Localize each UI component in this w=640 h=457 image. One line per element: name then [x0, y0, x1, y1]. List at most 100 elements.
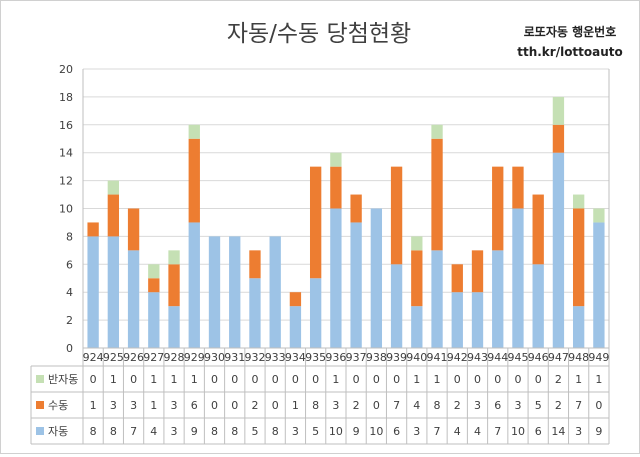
data-label: 9	[353, 425, 360, 438]
x-tick-label: 949	[588, 351, 609, 364]
data-label: 0	[535, 373, 542, 386]
bar-segment-auto	[309, 278, 322, 348]
y-tick-label: 16	[59, 119, 73, 132]
y-tick-label: 0	[66, 342, 73, 355]
data-label: 3	[575, 425, 582, 438]
bar-segment-semi	[593, 208, 605, 223]
bar-segment-auto	[107, 236, 120, 348]
data-label: 8	[434, 399, 441, 412]
x-tick-label: 940	[406, 351, 427, 364]
x-tick-label: 948	[568, 351, 589, 364]
y-tick-label: 6	[66, 258, 73, 271]
bar-segment-manual	[188, 138, 200, 223]
data-label: 8	[90, 425, 97, 438]
y-tick-label: 2	[66, 314, 73, 327]
bar-segment-auto	[208, 236, 221, 348]
data-label: 14	[551, 425, 565, 438]
x-tick-label: 936	[325, 351, 346, 364]
bar-segment-auto	[289, 306, 302, 348]
data-label: 6	[393, 425, 400, 438]
data-label: 7	[434, 425, 441, 438]
bar-segment-auto	[229, 236, 241, 348]
data-label: 3	[332, 399, 339, 412]
bar-segment-semi	[552, 96, 565, 125]
data-label: 3	[514, 399, 521, 412]
y-tick-label: 10	[59, 203, 73, 216]
x-tick-label: 943	[467, 351, 488, 364]
bar-segment-manual	[411, 250, 423, 307]
data-label: 3	[110, 399, 117, 412]
x-tick-label: 933	[265, 351, 286, 364]
data-label: 0	[231, 373, 238, 386]
data-label: 1	[191, 373, 198, 386]
x-tick-label: 939	[386, 351, 407, 364]
bar-segment-manual	[127, 208, 140, 251]
bar-segment-auto	[572, 306, 585, 348]
data-label: 1	[595, 373, 602, 386]
data-label: 0	[373, 399, 380, 412]
data-label: 1	[292, 399, 299, 412]
bar-segment-semi	[148, 264, 160, 279]
data-label: 3	[292, 425, 299, 438]
bar-segment-manual	[249, 250, 261, 279]
data-label: 3	[130, 399, 137, 412]
bar-segment-manual	[431, 138, 443, 251]
y-tick-label: 20	[59, 63, 73, 76]
bar-segment-manual	[451, 264, 463, 293]
x-tick-label: 944	[487, 351, 508, 364]
data-label: 0	[211, 399, 218, 412]
x-tick-label: 934	[285, 351, 306, 364]
x-tick-label: 946	[528, 351, 549, 364]
data-label: 8	[211, 425, 218, 438]
legend-swatch	[36, 401, 44, 409]
data-label: 8	[272, 425, 279, 438]
brand-url: tth.kr/lottoauto	[517, 45, 623, 59]
data-label: 2	[251, 399, 258, 412]
y-tick-label: 18	[59, 91, 73, 104]
bar-segment-auto	[451, 292, 463, 348]
bar-segment-auto	[330, 208, 342, 348]
legend-label: 자동	[48, 425, 68, 438]
bar-segment-auto	[127, 250, 140, 348]
data-label: 6	[535, 425, 542, 438]
y-tick-label: 4	[66, 286, 73, 299]
bar-segment-auto	[512, 208, 524, 348]
data-label: 0	[130, 373, 137, 386]
data-label: 3	[474, 399, 481, 412]
data-label: 3	[171, 425, 178, 438]
legend-swatch	[36, 427, 44, 435]
data-label: 5	[535, 399, 542, 412]
data-label: 2	[555, 399, 562, 412]
data-label: 9	[191, 425, 198, 438]
data-label: 4	[474, 425, 481, 438]
data-label: 0	[353, 373, 360, 386]
data-label: 1	[434, 373, 441, 386]
data-label: 1	[150, 399, 157, 412]
bar-segment-auto	[532, 264, 544, 348]
brand-name: 로또자동 행운번호	[524, 24, 617, 39]
x-tick-label: 942	[447, 351, 468, 364]
x-tick-label: 931	[224, 351, 245, 364]
bar-segment-auto	[390, 264, 403, 348]
data-label: 7	[130, 425, 137, 438]
bar-segment-manual	[148, 278, 160, 293]
legend-label: 반자동	[48, 373, 78, 386]
x-tick-label: 945	[507, 351, 528, 364]
data-label: 10	[511, 425, 525, 438]
data-label: 0	[393, 373, 400, 386]
data-label: 0	[595, 399, 602, 412]
data-label: 1	[150, 373, 157, 386]
bar-segment-auto	[411, 306, 423, 348]
data-label: 4	[413, 399, 420, 412]
data-label: 0	[90, 373, 97, 386]
data-label: 0	[373, 373, 380, 386]
bar-segment-auto	[188, 222, 200, 348]
bar-segment-manual	[309, 166, 322, 279]
bar-segment-manual	[532, 194, 544, 265]
data-label: 10	[329, 425, 343, 438]
gridlines	[82, 68, 610, 349]
bar-segment-manual	[289, 292, 302, 307]
bar-segment-auto	[269, 236, 281, 348]
